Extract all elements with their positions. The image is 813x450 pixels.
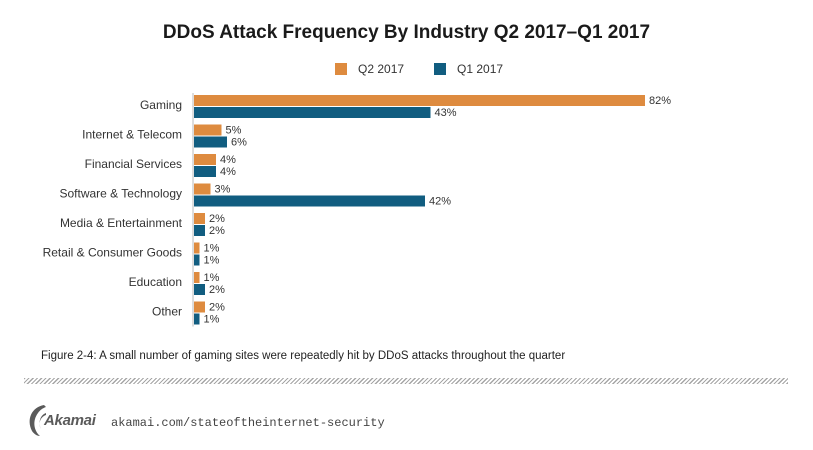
bar-education-q1-2017 xyxy=(194,284,205,295)
category-label-financial-services: Financial Services xyxy=(85,157,182,171)
bar-internet-and-telecom-q1-2017 xyxy=(194,136,227,148)
category-label-media-and-entertainment: Media & Entertainment xyxy=(60,216,183,230)
figure-caption: Figure 2-4: A small number of gaming sit… xyxy=(41,350,566,362)
legend-item-q1-2017: Q1 2017 xyxy=(434,61,503,77)
legend-label-q2-2017: Q2 2017 xyxy=(358,62,405,76)
value-label-internet-and-telecom-q2-2017: 5% xyxy=(226,125,242,137)
divider xyxy=(24,378,788,384)
bar-financial-services-q2-2017 xyxy=(194,154,216,165)
value-label-gaming-q1-2017: 43% xyxy=(435,107,457,119)
value-label-media-and-entertainment-q1-2017: 2% xyxy=(209,225,225,237)
value-label-gaming-q2-2017: 82% xyxy=(649,95,671,107)
legend-swatch-q2-2017 xyxy=(335,63,347,75)
bar-financial-services-q1-2017 xyxy=(194,166,216,177)
bar-retail-and-consumer-goods-q1-2017 xyxy=(194,254,200,266)
category-label-internet-and-telecom: Internet & Telecom xyxy=(82,128,182,142)
bar-media-and-entertainment-q1-2017 xyxy=(194,225,205,236)
bar-other-q1-2017 xyxy=(194,313,200,325)
value-label-retail-and-consumer-goods-q1-2017: 1% xyxy=(204,255,220,267)
footer-url: akamai.com/stateoftheinternet-security xyxy=(111,416,385,430)
value-label-software-and-technology-q1-2017: 42% xyxy=(429,196,451,208)
value-label-education-q1-2017: 2% xyxy=(209,284,225,296)
category-label-other: Other xyxy=(152,305,182,319)
bar-software-and-technology-q2-2017 xyxy=(194,183,211,195)
category-label-education: Education xyxy=(129,275,182,289)
value-label-retail-and-consumer-goods-q2-2017: 1% xyxy=(204,243,220,255)
chart-title: DDoS Attack Frequency By Industry Q2 201… xyxy=(162,22,651,43)
bar-other-q2-2017 xyxy=(194,301,205,313)
bar-gaming-q2-2017 xyxy=(194,95,645,106)
value-label-financial-services-q1-2017: 4% xyxy=(220,166,236,178)
bar-media-and-entertainment-q2-2017 xyxy=(194,213,205,224)
bar-education-q2-2017 xyxy=(194,272,200,283)
legend-item-q2-2017: Q2 2017 xyxy=(335,61,404,77)
chart-legend: Q2 2017 Q1 2017 xyxy=(0,61,813,77)
bar-retail-and-consumer-goods-q2-2017 xyxy=(194,242,200,254)
legend-swatch-q1-2017 xyxy=(434,63,446,75)
akamai-logo: Akamai xyxy=(26,403,106,437)
akamai-logo-text: Akamai xyxy=(44,412,96,429)
bar-internet-and-telecom-q2-2017 xyxy=(194,124,222,136)
value-label-media-and-entertainment-q2-2017: 2% xyxy=(209,213,225,225)
category-label-software-and-technology: Software & Technology xyxy=(59,187,182,201)
value-label-other-q1-2017: 1% xyxy=(204,314,220,326)
bar-gaming-q1-2017 xyxy=(194,107,431,118)
value-label-education-q2-2017: 1% xyxy=(204,272,220,284)
value-label-financial-services-q2-2017: 4% xyxy=(220,154,236,166)
bar-software-and-technology-q1-2017 xyxy=(194,195,425,207)
value-label-other-q2-2017: 2% xyxy=(209,302,225,314)
akamai-wave-icon xyxy=(29,405,46,436)
category-label-retail-and-consumer-goods: Retail & Consumer Goods xyxy=(43,246,182,260)
bar-chart: Gaming 82% 43% Internet & Telecom 5%6% Financ… xyxy=(43,93,671,327)
value-label-software-and-technology-q2-2017: 3% xyxy=(215,184,231,196)
category-label-gaming: Gaming xyxy=(140,98,182,112)
value-label-internet-and-telecom-q1-2017: 6% xyxy=(231,137,247,149)
legend-label-q1-2017: Q1 2017 xyxy=(457,62,504,76)
